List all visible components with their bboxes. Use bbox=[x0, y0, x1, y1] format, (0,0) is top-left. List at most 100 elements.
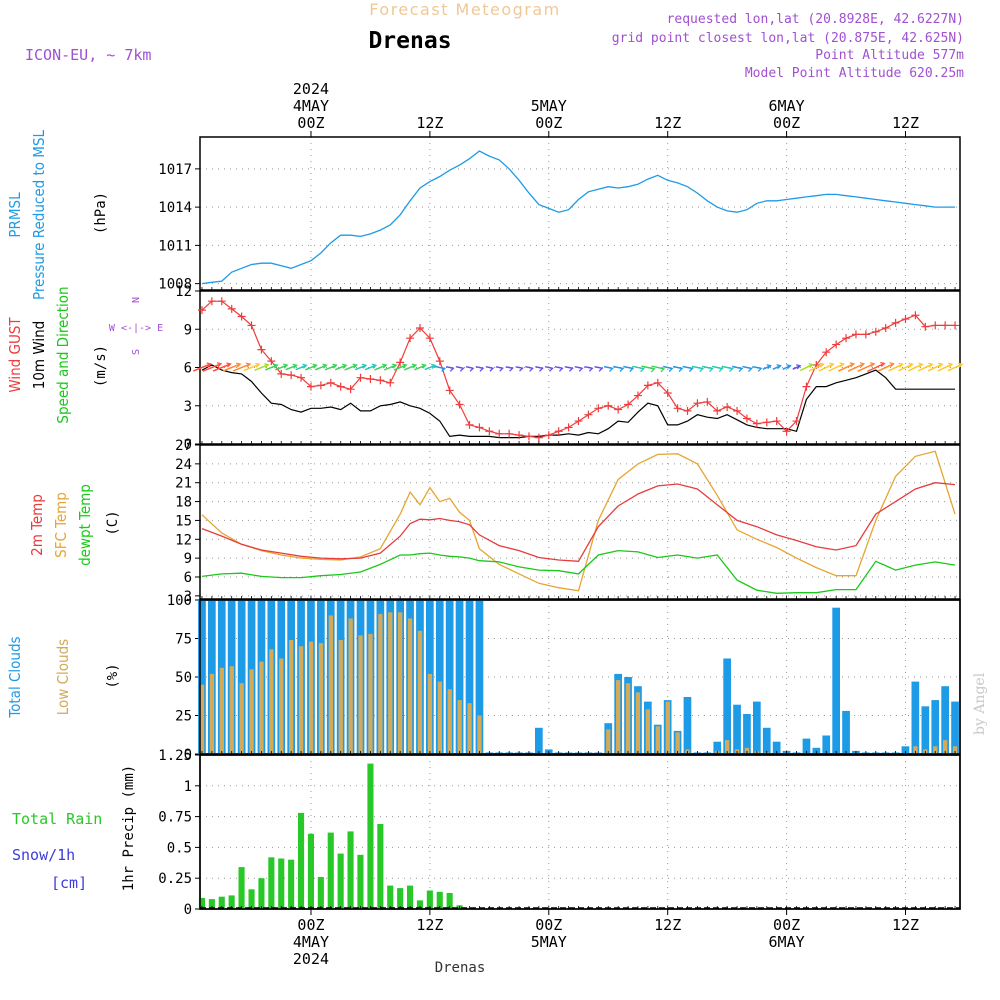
low-cloud-bar bbox=[318, 643, 324, 754]
wind-axis-label: Speed and Direction bbox=[54, 286, 72, 423]
y-tick-label: 21 bbox=[175, 476, 192, 492]
y-tick-label: 12 bbox=[175, 532, 192, 548]
low-cloud-bar bbox=[358, 635, 363, 754]
wind-arrowhead bbox=[688, 366, 694, 372]
wind-direction-arrow bbox=[202, 363, 222, 372]
wind-arrowhead bbox=[728, 366, 734, 373]
total-cloud-bar bbox=[753, 701, 761, 754]
wind-direction-arrow bbox=[344, 364, 357, 371]
low-cloud-bar bbox=[675, 732, 680, 754]
gust-marker bbox=[544, 431, 553, 440]
gust-marker bbox=[267, 357, 276, 366]
point-altitude: Point Altitude 577m bbox=[815, 48, 964, 63]
requested-coords: requested lon,lat (20.8928E, 42.6227N) bbox=[667, 12, 964, 27]
wind-direction-arrow bbox=[927, 363, 943, 372]
wind-direction-arrow bbox=[403, 364, 417, 371]
y-tick-label: 9 bbox=[184, 551, 192, 567]
gust-marker bbox=[822, 348, 831, 357]
y-tick-label: 50 bbox=[175, 670, 192, 686]
wind-direction-arrow bbox=[888, 363, 903, 372]
wind-arrowhead bbox=[468, 366, 475, 372]
total-cloud-bar bbox=[713, 741, 722, 754]
wind-direction-arrow bbox=[212, 363, 231, 372]
rain-bar bbox=[248, 889, 255, 909]
total-cloud-bar bbox=[683, 697, 692, 754]
total-cloud-bar bbox=[822, 735, 831, 754]
y-tick-label: 24 bbox=[175, 457, 192, 473]
y-tick-label: 9 bbox=[184, 322, 192, 338]
gust-marker bbox=[683, 406, 692, 415]
total-cloud-bar bbox=[743, 714, 751, 754]
wind-direction-arrow bbox=[305, 364, 317, 371]
wind-arrowhead bbox=[947, 362, 954, 368]
bottom-time-label: 6MAY bbox=[769, 933, 805, 951]
low-cloud-bar bbox=[725, 740, 730, 754]
y-tick-label: 75 bbox=[175, 632, 192, 648]
y-tick-label: 6 bbox=[184, 361, 192, 377]
temperature-axis-label: 2m Temp bbox=[28, 494, 46, 556]
low-cloud-bar bbox=[457, 700, 462, 754]
top-time-label: 6MAY bbox=[769, 97, 805, 115]
low-cloud-bar bbox=[913, 746, 918, 754]
gust-marker bbox=[197, 306, 206, 315]
total-cloud-bar bbox=[941, 686, 949, 754]
low-cloud-bar bbox=[398, 612, 403, 754]
wind-direction-arrow bbox=[866, 362, 885, 373]
top-time-label: 2024 bbox=[293, 80, 329, 98]
temperature-unit-label: (C) bbox=[105, 510, 121, 535]
wind-arrowhead bbox=[786, 364, 792, 370]
total-cloud-bar bbox=[921, 706, 930, 754]
low-cloud-bar bbox=[943, 740, 948, 754]
y-tick-label: 1 bbox=[184, 779, 192, 795]
top-time-label: 00Z bbox=[535, 114, 562, 132]
gust-marker bbox=[396, 358, 405, 367]
bottom-location-label: Drenas bbox=[435, 960, 486, 976]
gust-marker bbox=[723, 403, 732, 412]
pressure-axis-label: PRMSL bbox=[6, 192, 24, 238]
bottom-time-label: 00Z bbox=[535, 916, 562, 934]
rain-bar bbox=[218, 896, 225, 909]
temp-2m-line bbox=[201, 482, 956, 562]
wind-arrowhead bbox=[273, 363, 279, 369]
wind-arrowhead bbox=[650, 367, 656, 373]
rain-bar bbox=[337, 853, 344, 909]
low-cloud-bar bbox=[328, 615, 333, 754]
gust-marker bbox=[951, 321, 960, 330]
low-cloud-bar bbox=[606, 729, 611, 754]
wind-arrowhead bbox=[829, 362, 835, 368]
gust-marker bbox=[574, 417, 583, 426]
wind-arrowhead bbox=[226, 362, 232, 368]
top-time-label: 00Z bbox=[773, 114, 800, 132]
wind-arrowhead bbox=[361, 363, 368, 369]
gust-marker bbox=[435, 357, 444, 366]
snow-unit-label: [cm] bbox=[51, 874, 87, 892]
low-cloud-bar bbox=[219, 667, 224, 754]
low-cloud-bar bbox=[209, 673, 215, 754]
wind-arrowhead bbox=[302, 363, 308, 369]
wind-arrowhead bbox=[206, 362, 212, 368]
low-cloud-bar bbox=[388, 612, 393, 754]
bottom-time-label: 12Z bbox=[892, 916, 919, 934]
total-cloud-bar bbox=[951, 701, 959, 754]
gust-marker bbox=[891, 318, 900, 327]
wind-arrowhead bbox=[478, 366, 485, 372]
wind-direction-arrow bbox=[285, 364, 297, 371]
gust-marker bbox=[802, 382, 811, 391]
gust-marker bbox=[316, 381, 325, 390]
rain-bar bbox=[416, 900, 423, 909]
y-tick-label: 0.75 bbox=[158, 810, 192, 826]
sfc-temp-line bbox=[201, 450, 956, 592]
gust-marker bbox=[237, 312, 246, 321]
total-cloud-bar bbox=[435, 600, 444, 754]
gust-marker bbox=[842, 334, 851, 343]
wind-direction-arrow bbox=[275, 364, 288, 371]
wind-direction-arrow bbox=[837, 363, 855, 372]
gust-marker bbox=[217, 297, 226, 306]
gust-marker bbox=[207, 297, 216, 306]
wind-direction-arrow bbox=[847, 363, 865, 372]
wind-arrowhead bbox=[236, 362, 242, 368]
wind-arrowhead bbox=[889, 362, 895, 368]
wind-arrowhead bbox=[849, 362, 856, 368]
wind-arrowhead bbox=[618, 366, 625, 372]
